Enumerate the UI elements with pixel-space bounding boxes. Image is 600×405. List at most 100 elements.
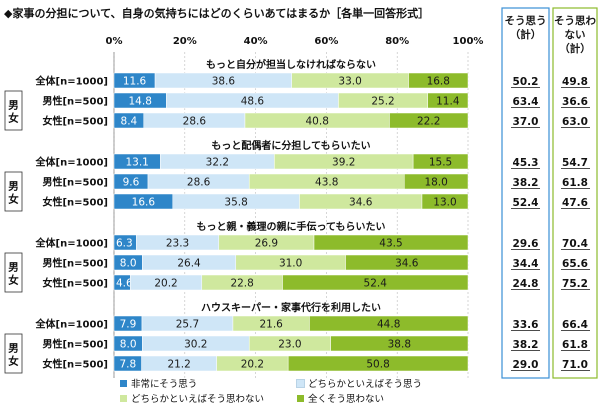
bar-segment: [427, 92, 469, 109]
agree-total-value: 63.4: [513, 96, 539, 108]
bar-data-label: 21.2: [167, 359, 190, 371]
bar-data-label: 28.6: [183, 116, 207, 128]
disagree-total-value: 36.6: [562, 96, 588, 108]
bar-data-label: 8.4: [121, 116, 138, 128]
disagree-total-value: 70.4: [562, 238, 588, 250]
gender-group-char: 男: [8, 100, 19, 112]
bar-data-label: 16.6: [132, 197, 156, 209]
legend-item-very-agree: 非常にそう思う: [120, 376, 197, 390]
legend-swatch: [296, 378, 305, 388]
x-tick-label: 80%: [385, 36, 409, 47]
agree-column-frame: [501, 7, 550, 379]
disagree-total-value: 61.8: [562, 339, 588, 351]
gender-group-char: 女: [8, 274, 19, 287]
bar-data-label: 39.2: [332, 157, 355, 169]
agree-total-value: 24.8: [513, 278, 539, 290]
bar-data-label: 11.4: [436, 96, 460, 108]
row-label: 女性[n=500]: [42, 115, 108, 128]
bar-data-label: 40.8: [306, 116, 329, 128]
bar-data-label: 52.4: [364, 278, 388, 290]
gender-group-char: 男: [8, 343, 19, 355]
disagree-total-value: 61.8: [562, 177, 588, 189]
bar-data-label: 8.0: [120, 339, 137, 351]
agree-total-value: 38.2: [513, 177, 539, 189]
legend-swatch: [120, 379, 127, 387]
legend-item-somewhat-agree: どちらかといえばそう思う: [296, 376, 422, 390]
disagree-column-frame: [552, 7, 598, 379]
bar-data-label: 35.8: [224, 197, 247, 209]
bar-data-label: 25.2: [371, 96, 394, 108]
section-title: ハウスキーパー・家事代行を利用したい: [201, 301, 381, 314]
bar-data-label: 33.0: [338, 76, 361, 88]
disagree-total-header: そう思わない（計）: [554, 15, 596, 55]
bar-data-label: 20.2: [241, 359, 264, 371]
bar-data-label: 22.2: [417, 116, 440, 128]
bar-data-label: 7.9: [120, 319, 137, 331]
x-tick-label: 20%: [173, 36, 197, 47]
bar-segment: [421, 193, 469, 210]
bar-data-label: 6.3: [116, 238, 133, 250]
gender-group-box: [4, 333, 23, 374]
agree-total-value: 50.2: [513, 76, 539, 88]
agree-total-value: 45.3: [513, 157, 539, 169]
gender-group-char: 女: [8, 355, 19, 368]
bar-data-label: 22.8: [230, 278, 253, 290]
row-label: 全体[n=1000]: [35, 75, 108, 88]
bar-segment: [404, 173, 469, 190]
legend-swatch: [297, 394, 304, 402]
bar-data-label: 26.9: [255, 238, 278, 250]
agree-total-header: そう思う（計）: [504, 15, 547, 41]
bar-data-label: 38.8: [388, 339, 411, 351]
agree-total-value: 34.4: [513, 258, 539, 270]
gender-group-box: [4, 252, 23, 293]
disagree-total-value: 54.7: [562, 157, 588, 169]
bar-data-label: 30.2: [184, 339, 207, 351]
section-title: もっと自分が担当しなければならない: [206, 58, 376, 71]
section-title: もっと親・義理の親に手伝ってもらいたい: [197, 220, 386, 233]
gender-group-char: 男: [8, 262, 19, 274]
bar-data-label: 15.5: [429, 157, 452, 169]
bar-data-label: 32.2: [206, 157, 229, 169]
legend-item-not-agree: 全くそう思わない: [297, 391, 384, 405]
legend-item-somewhat-disagree: どちらかといえばそう思わない: [120, 391, 264, 405]
bar-data-label: 7.8: [119, 359, 136, 371]
legend-swatch: [120, 394, 127, 402]
bar-data-label: 9.6: [123, 177, 140, 189]
bar-segment: [412, 153, 469, 170]
bar-data-label: 50.8: [366, 359, 389, 371]
agree-total-value: 37.0: [513, 116, 539, 128]
legend-label: どちらかといえばそう思わない: [131, 394, 265, 405]
disagree-total-value: 66.4: [562, 319, 588, 331]
bar-segment: [309, 315, 469, 332]
bar-data-label: 44.8: [377, 319, 400, 331]
legend-label: 全くそう思わない: [308, 394, 385, 405]
row-label: 男性[n=500]: [42, 257, 108, 270]
disagree-total-value: 75.2: [562, 278, 588, 290]
agree-total-value: 33.6: [513, 319, 539, 331]
bar-data-label: 43.5: [379, 238, 402, 250]
gender-group-box: [4, 90, 23, 131]
legend-label: 非常にそう思う: [131, 379, 198, 390]
x-tick-label: 0%: [106, 36, 123, 47]
chart-title: ◆家事の分担について、自身の気持ちにはどのくらいあてはまるか［各単一回答形式］: [4, 7, 430, 20]
row-label: 全体[n=1000]: [35, 318, 108, 331]
bar-data-label: 26.4: [177, 258, 201, 270]
x-tick-label: 100%: [453, 36, 484, 47]
x-tick-label: 60%: [314, 36, 338, 47]
row-label: 全体[n=1000]: [35, 156, 108, 169]
disagree-total-value: 63.0: [562, 116, 588, 128]
bar-data-label: 25.7: [176, 319, 199, 331]
bar-data-label: 8.0: [120, 258, 137, 270]
disagree-total-value: 65.6: [562, 258, 588, 270]
bar-data-label: 34.6: [349, 197, 373, 209]
agree-total-value: 38.2: [513, 339, 539, 351]
row-label: 男性[n=500]: [42, 95, 108, 108]
disagree-total-value: 49.8: [562, 76, 588, 88]
bar-data-label: 21.6: [259, 319, 283, 331]
section-title: もっと配偶者に分担してもらいたい: [211, 139, 370, 152]
row-label: 女性[n=500]: [42, 196, 108, 209]
disagree-total-value: 47.6: [562, 197, 588, 209]
bar-data-label: 4.6: [116, 278, 133, 290]
bar-data-label: 48.6: [241, 96, 265, 108]
